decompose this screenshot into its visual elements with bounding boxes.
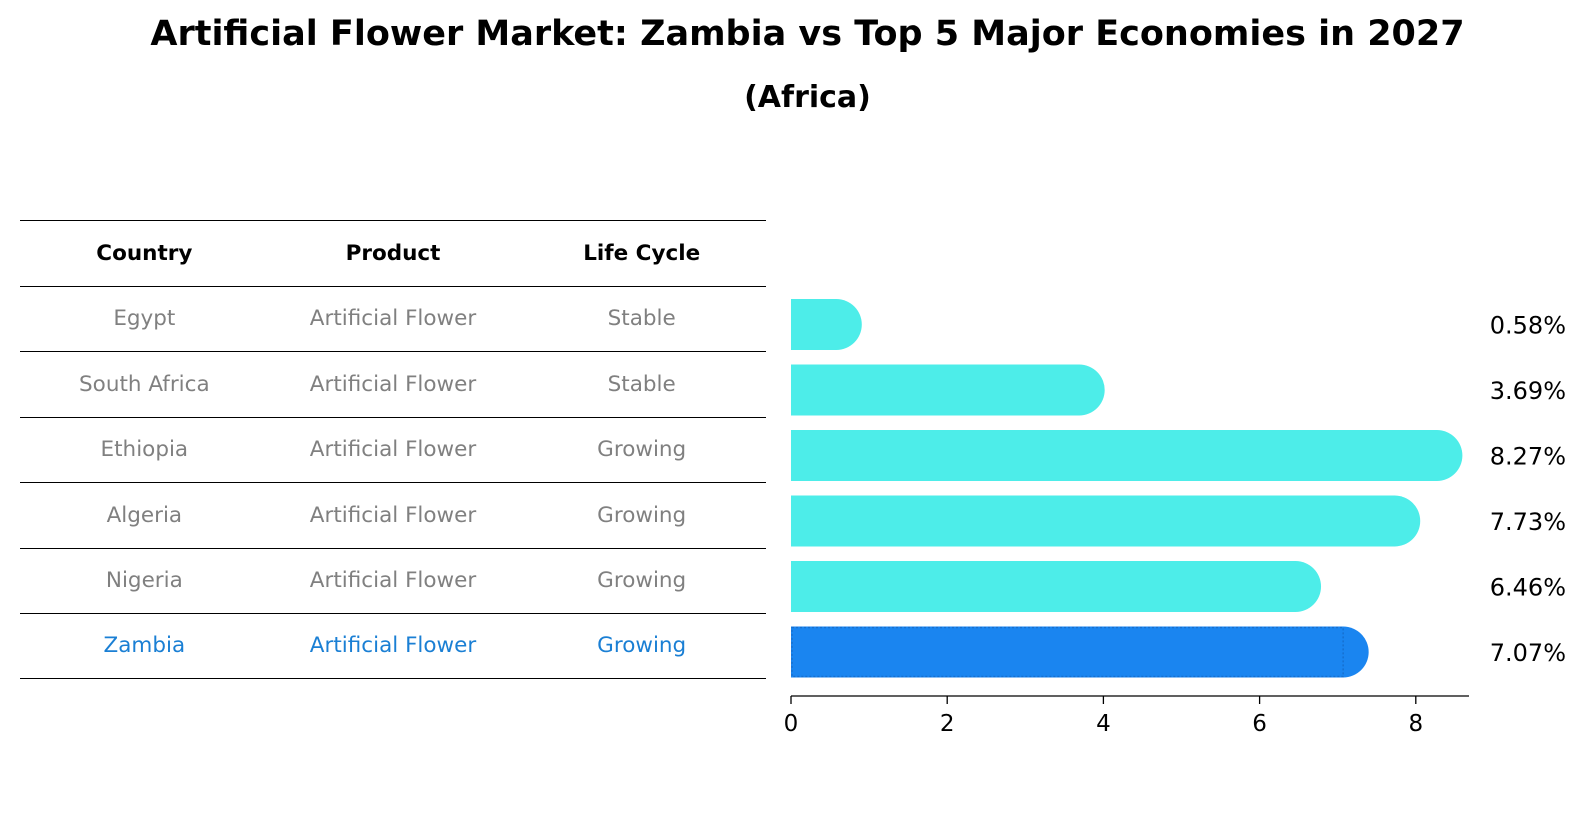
header-product: Product [345,240,441,266]
cell-country: Nigeria [105,568,183,594]
bar [791,495,1421,547]
cell-life-cycle: Stable [607,306,676,332]
value-label: 3.69% [1490,377,1566,405]
x-tick-label: 0 [784,711,799,737]
bar [791,364,1105,416]
cell-country: South Africa [79,371,210,397]
market-table: Country Product Life Cycle Egypt Artific… [20,220,766,679]
bar [791,299,862,350]
bar [791,561,1322,612]
table-row-highlight: Zambia Artificial Flower Growing [20,613,766,679]
cell-country: Algeria [106,502,183,528]
chart-subtitle: (Africa) [744,80,871,115]
value-label: 0.58% [1490,312,1566,340]
value-label: 7.07% [1490,639,1566,667]
value-label: 7.73% [1490,508,1566,536]
cell-product: Artificial Flower [309,437,477,463]
bar [791,430,1463,481]
bar-highlight [791,626,1369,678]
cell-life-cycle: Growing [597,568,687,594]
table-row: Ethiopia Artificial Flower Growing [20,416,766,483]
value-label: 8.27% [1490,443,1566,471]
x-tick-label: 4 [1096,711,1111,737]
value-label: 6.46% [1490,574,1566,602]
cell-product: Artificial Flower [309,306,477,332]
cell-product: Artificial Flower [309,633,477,659]
cell-life-cycle: Stable [607,371,676,397]
cell-product: Artificial Flower [309,371,477,397]
x-tick-label: 8 [1408,711,1423,737]
cell-life-cycle: Growing [597,633,687,659]
x-tick-label: 2 [940,711,955,737]
cell-life-cycle: Growing [597,502,687,528]
header-life-cycle: Life Cycle [583,240,701,266]
table-row: South Africa Artificial Flower Stable [20,351,766,417]
table-row: Egypt Artificial Flower Stable [20,285,766,352]
cell-life-cycle: Growing [597,437,687,463]
header-country: Country [96,240,193,266]
cell-country: Zambia [103,633,186,659]
table-row: Algeria Artificial Flower Growing [20,482,766,548]
table-header-row: Country Product Life Cycle [20,220,766,286]
table-row: Nigeria Artificial Flower Growing [20,547,766,614]
x-tick-label: 6 [1252,711,1267,737]
chart-title: Artificial Flower Market: Zambia vs Top … [150,14,1465,54]
cell-product: Artificial Flower [309,568,477,594]
cell-product: Artificial Flower [309,502,477,528]
cell-country: Ethiopia [100,437,189,463]
cell-country: Egypt [113,306,176,332]
